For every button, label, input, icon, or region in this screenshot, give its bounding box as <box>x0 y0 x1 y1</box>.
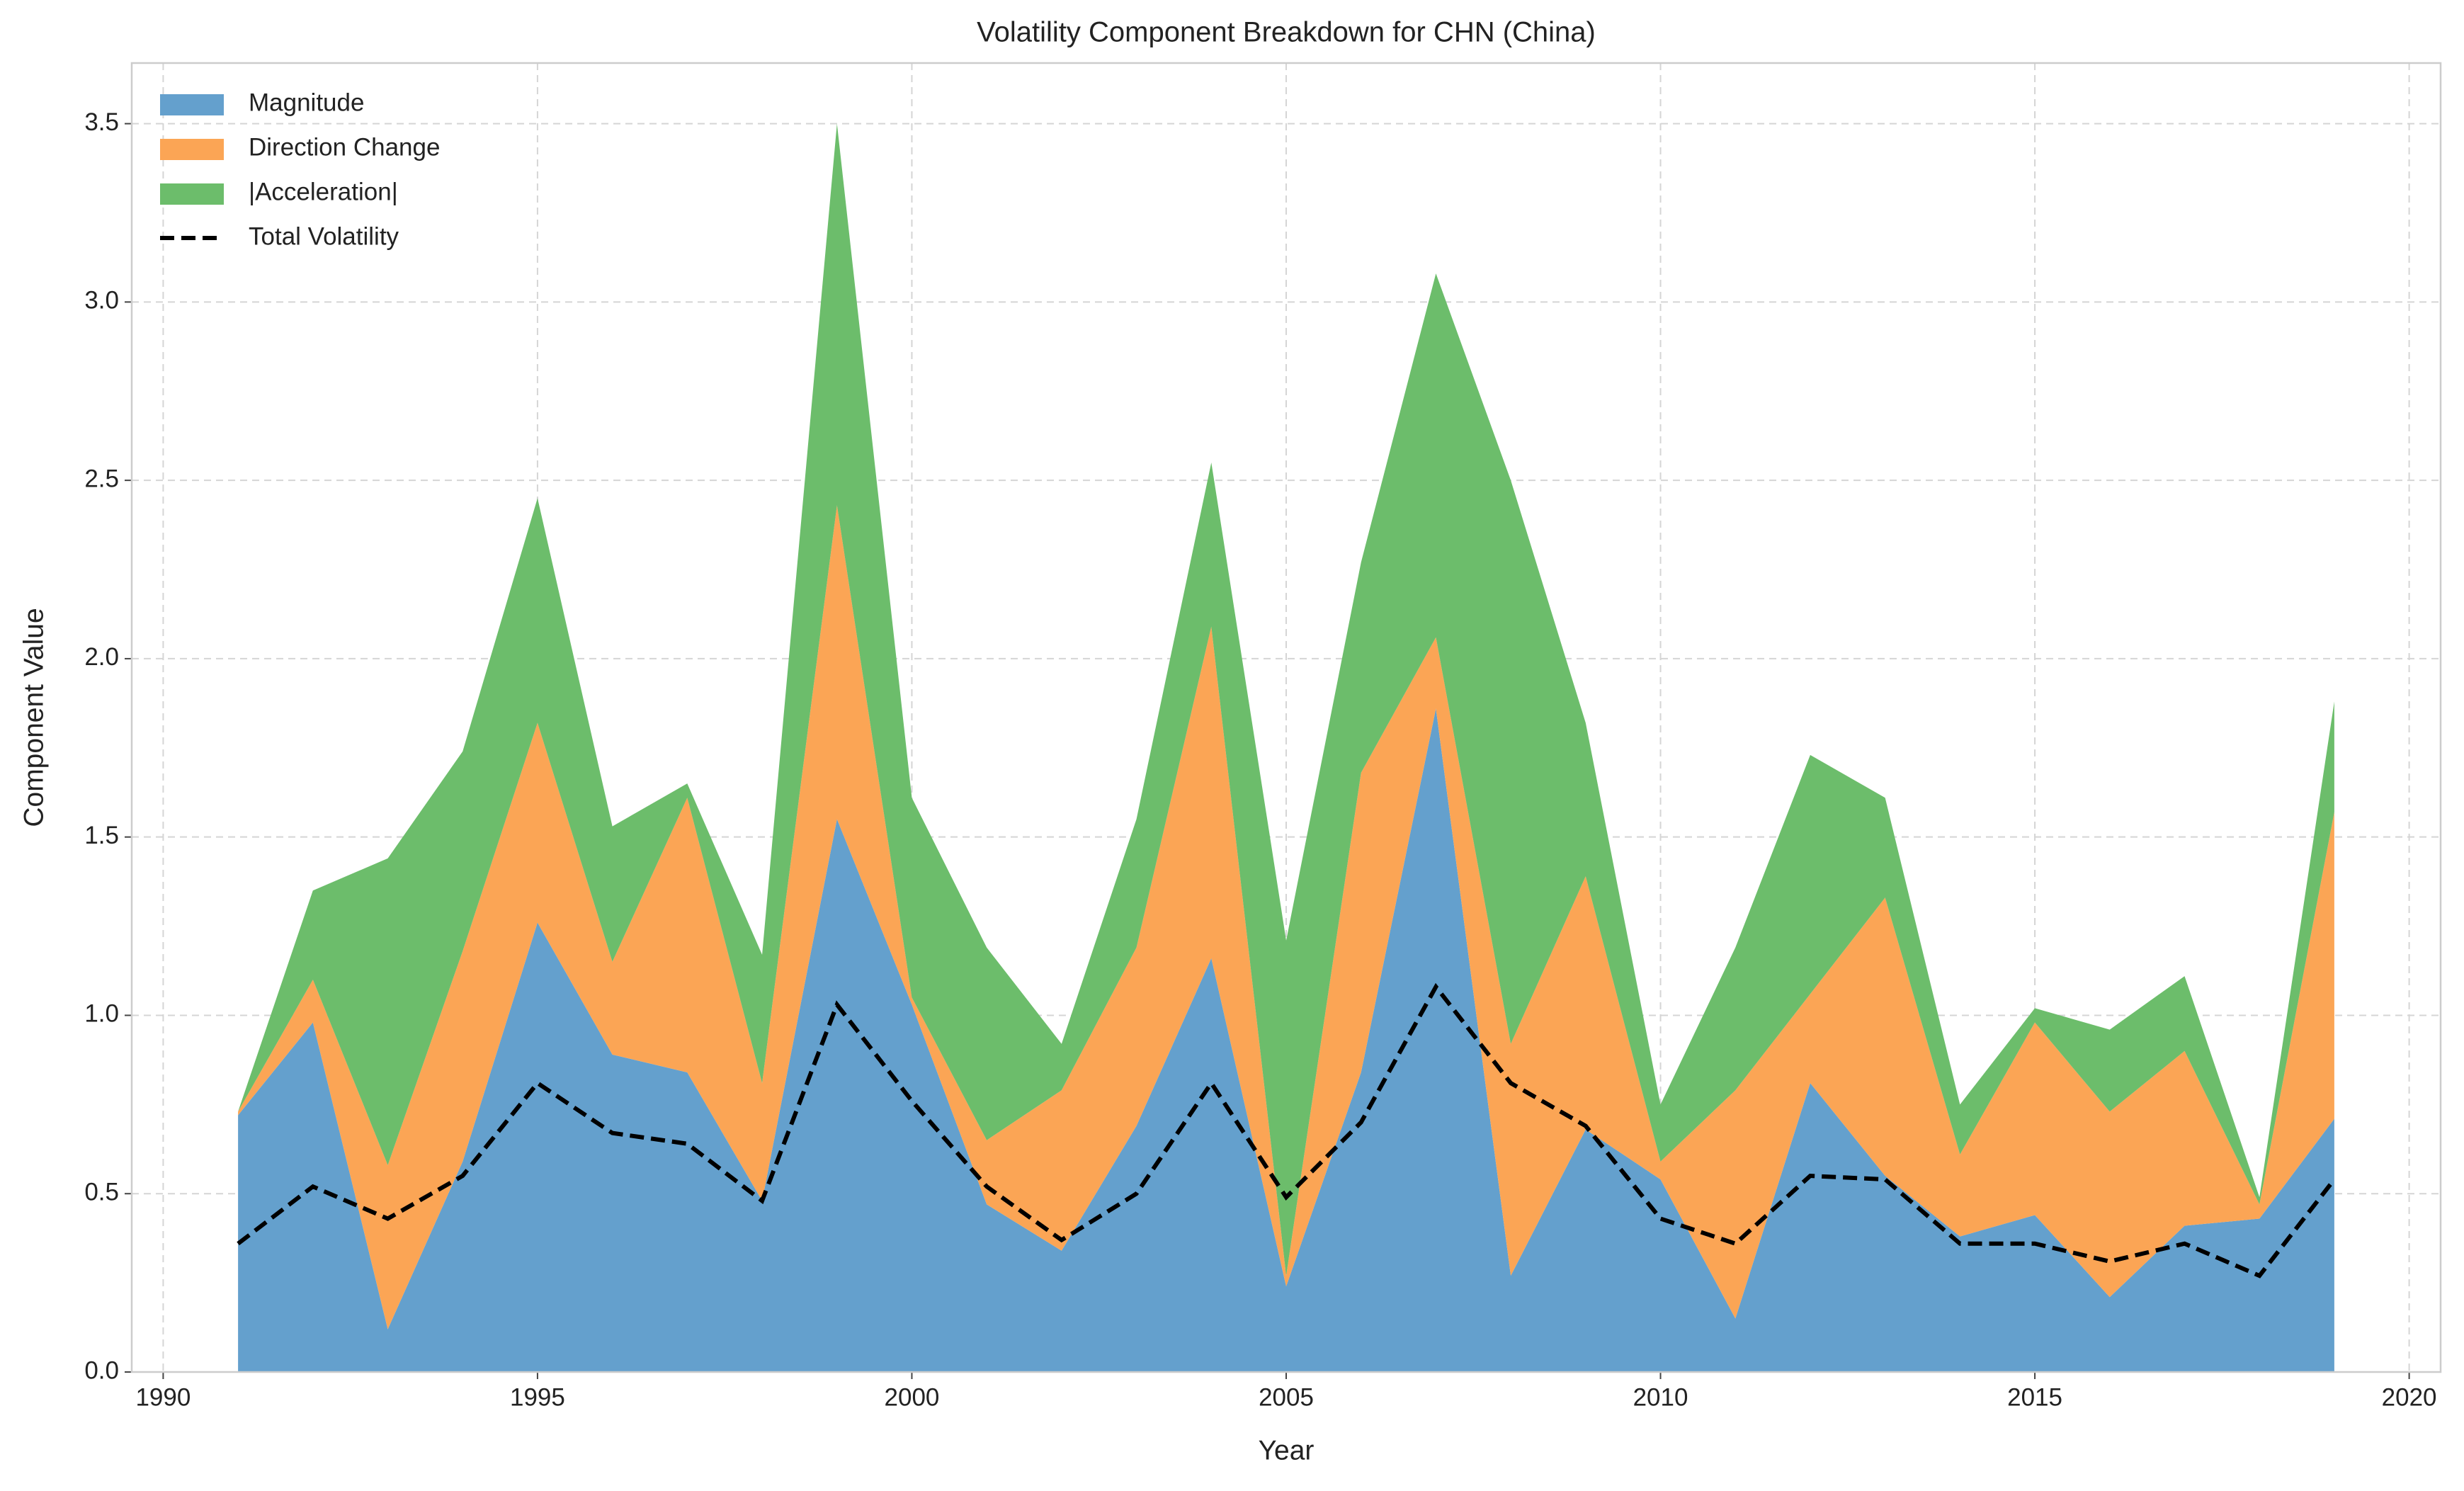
legend-label: Magnitude <box>249 89 364 116</box>
y-tick-label: 3.5 <box>84 108 119 136</box>
area <box>238 708 2334 1372</box>
y-tick-label: 2.5 <box>84 465 119 492</box>
legend-label: |Acceleration| <box>249 178 398 205</box>
y-tick-label: 1.0 <box>84 1000 119 1028</box>
x-tick-label: 2005 <box>1259 1383 1314 1411</box>
total-line <box>237 982 2337 1279</box>
x-tick-label: 2020 <box>2382 1383 2437 1411</box>
legend-swatch <box>160 94 224 115</box>
x-axis-label: Year <box>1259 1435 1315 1466</box>
x-tick-label: 2010 <box>1633 1383 1688 1411</box>
y-axis-label: Component Value <box>18 608 49 827</box>
chart-title: Volatility Component Breakdown for CHN (… <box>977 17 1596 48</box>
plot-frame <box>130 62 2442 1373</box>
x-tick-label: 1995 <box>510 1383 565 1411</box>
x-tick-label: 1990 <box>135 1383 191 1411</box>
y-tick-label: 3.0 <box>84 287 119 314</box>
legend-label: Direction Change <box>249 133 440 161</box>
y-tick-label: 0.5 <box>84 1178 119 1206</box>
legend-label: Total Volatility <box>249 222 399 250</box>
legend-swatch <box>160 183 224 205</box>
area <box>238 123 2334 1276</box>
y-tick-label: 2.0 <box>84 643 119 671</box>
x-tick-label: 2015 <box>2007 1383 2062 1411</box>
x-tick-label: 2000 <box>885 1383 940 1411</box>
area <box>238 505 2334 1330</box>
legend-swatch <box>160 139 224 160</box>
y-tick-label: 1.5 <box>84 822 119 849</box>
y-tick-label: 0.0 <box>84 1356 119 1384</box>
